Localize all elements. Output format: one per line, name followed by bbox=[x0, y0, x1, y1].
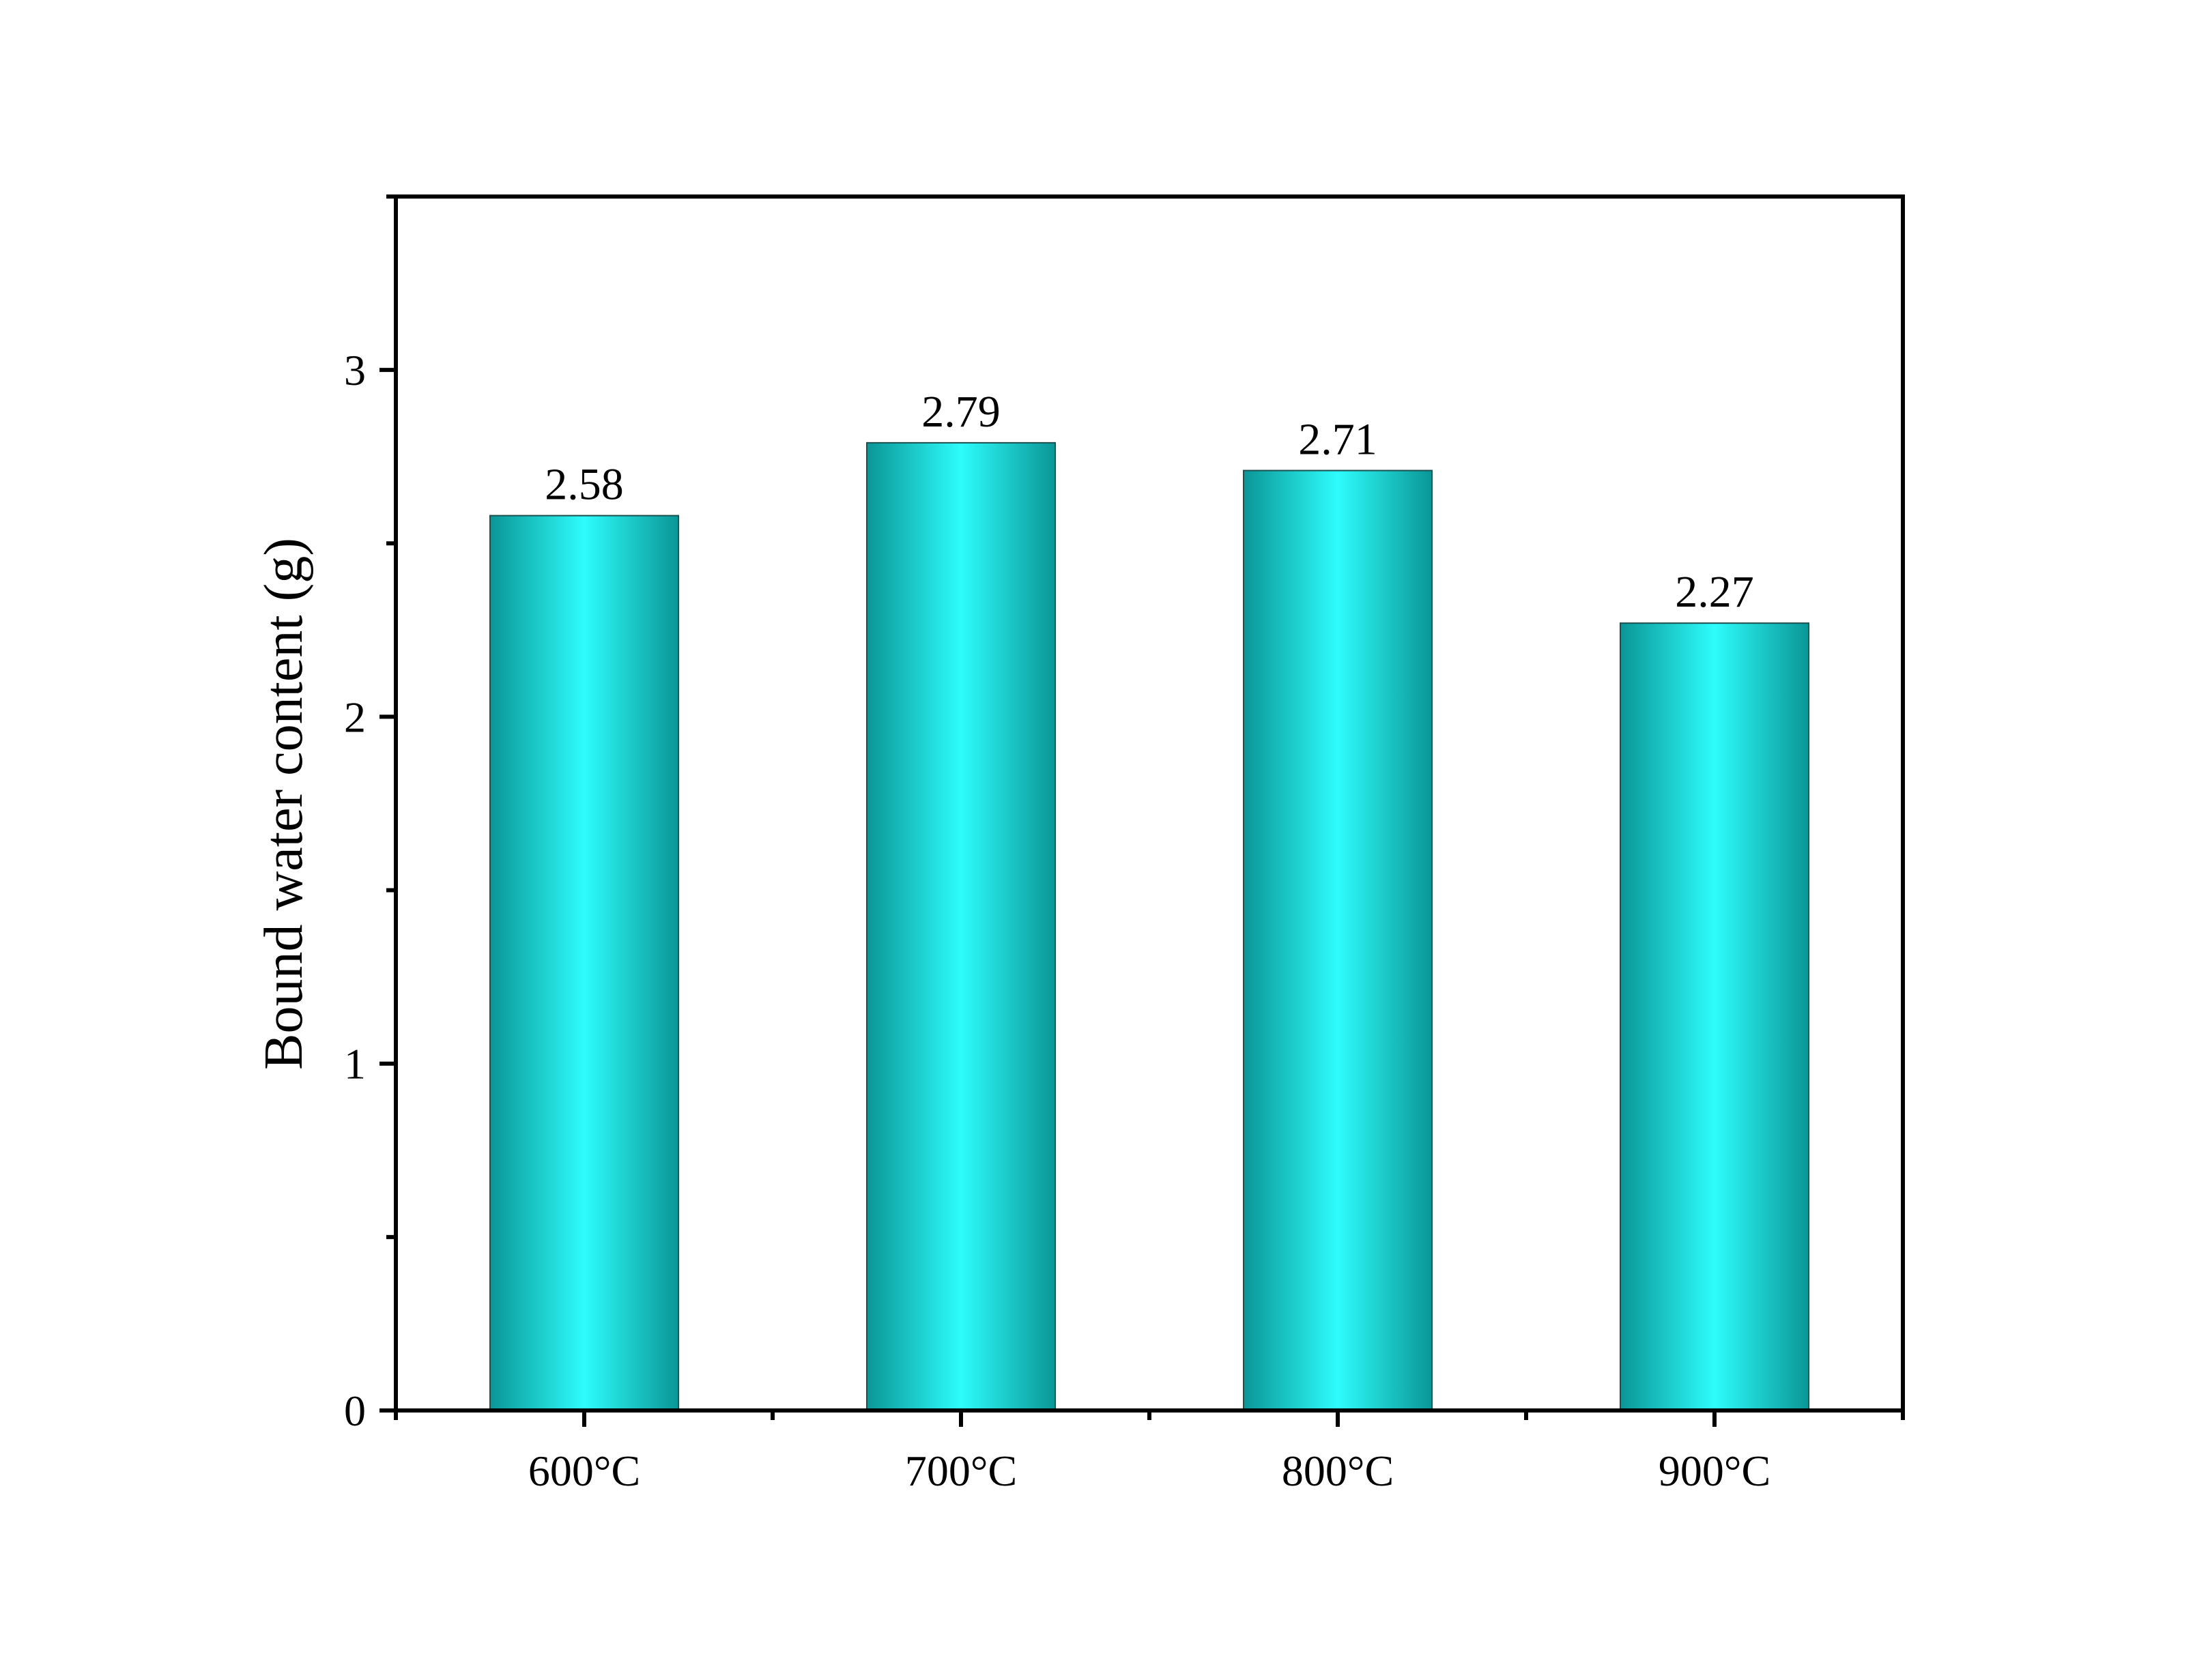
bar-2 bbox=[1243, 469, 1433, 1412]
bar-3 bbox=[1620, 622, 1809, 1411]
y-tick-label-2: 2 bbox=[344, 693, 366, 741]
data-labels-group: 2.58 2.79 2.71 2.27 bbox=[545, 387, 1754, 617]
x-tick-label-0: 600°C bbox=[528, 1447, 640, 1495]
bar-0 bbox=[489, 515, 679, 1412]
x-tick-label-2: 800°C bbox=[1282, 1447, 1394, 1495]
bars-group bbox=[489, 441, 1809, 1412]
y-tick-label-1: 1 bbox=[344, 1040, 366, 1088]
x-tick-label-3: 900°C bbox=[1659, 1447, 1770, 1495]
data-label-2: 2.71 bbox=[1298, 415, 1377, 465]
x-tick-label-1: 700°C bbox=[905, 1447, 1017, 1495]
data-label-1: 2.79 bbox=[921, 387, 1001, 437]
x-axis-ticks: 600°C 700°C 800°C 900°C bbox=[394, 1410, 1905, 1495]
bar-1 bbox=[866, 441, 1056, 1412]
data-label-3: 2.27 bbox=[1675, 567, 1754, 617]
data-label-0: 2.58 bbox=[545, 460, 624, 510]
y-tick-label-0: 0 bbox=[344, 1387, 366, 1435]
y-tick-label-3: 3 bbox=[344, 346, 366, 394]
y-axis-title: Bound water content (g) bbox=[254, 538, 314, 1070]
y-axis-ticks: 0 1 2 3 bbox=[344, 194, 396, 1435]
